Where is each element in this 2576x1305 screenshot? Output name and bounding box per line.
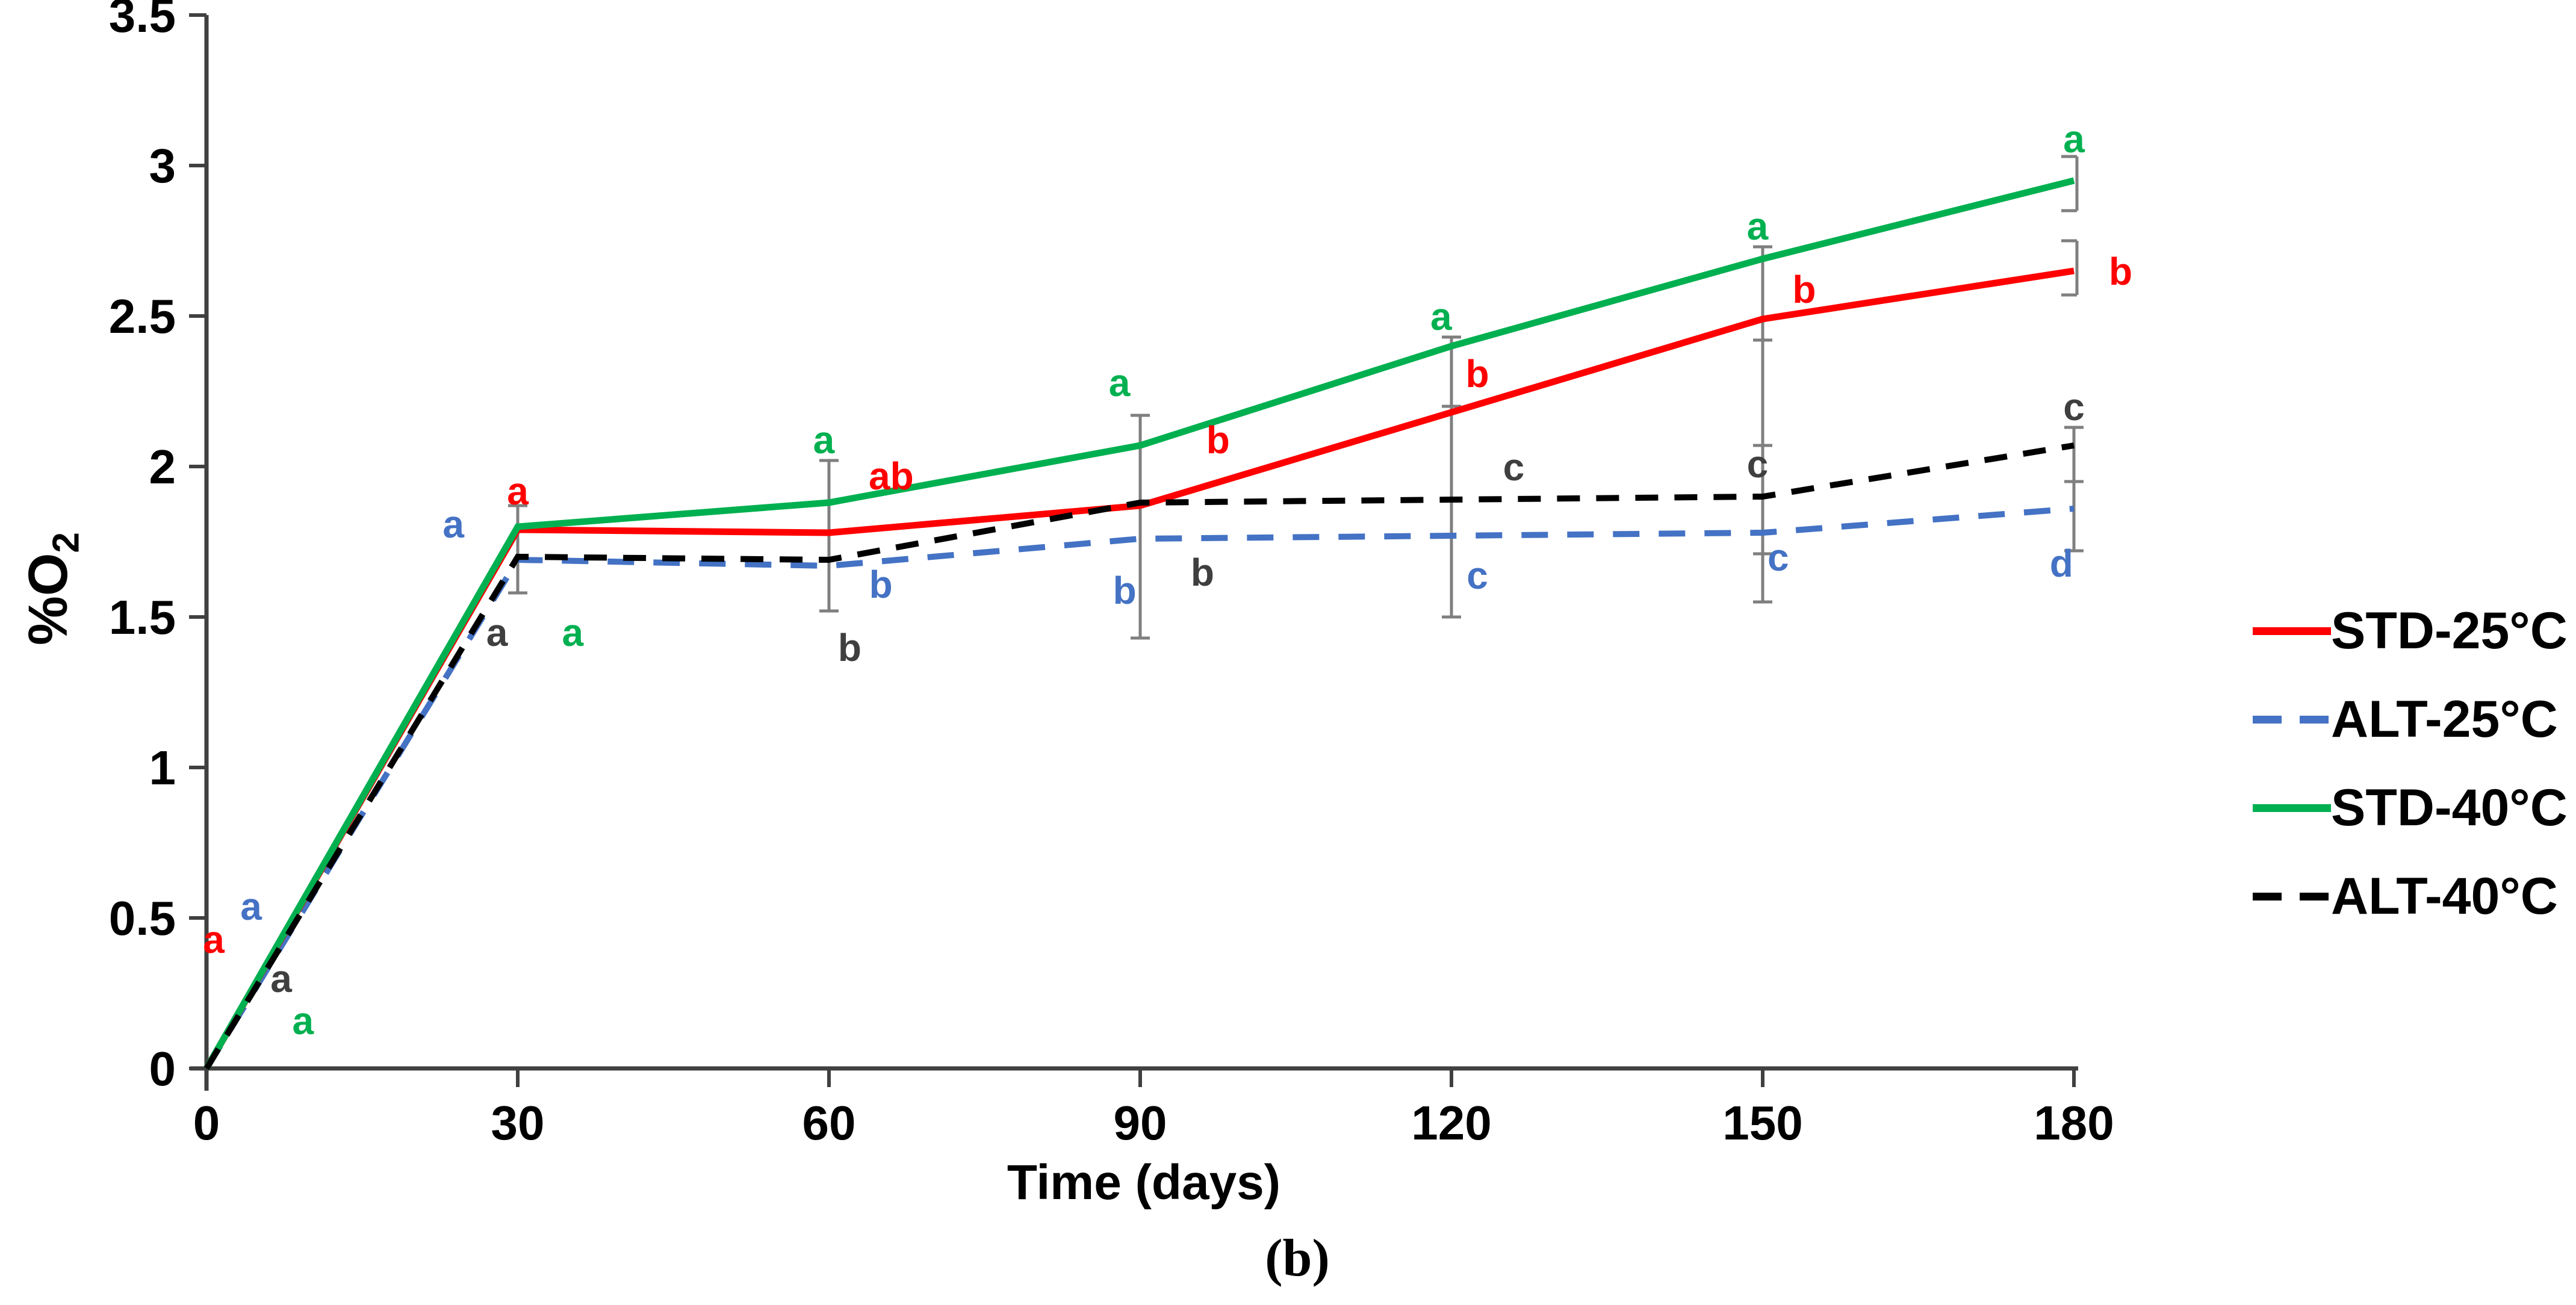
sig-letter: b — [1113, 569, 1137, 612]
sig-letter: c — [1768, 536, 1789, 579]
sig-letter: a — [562, 611, 584, 654]
sig-letter: b — [838, 626, 861, 669]
sig-letter: a — [1430, 295, 1452, 338]
y-tick-label: 1.5 — [109, 591, 176, 644]
legend-label-std-40c: STD-40°C — [2331, 778, 2568, 837]
sig-letter: a — [2063, 117, 2085, 161]
y-tick-label: 0 — [149, 1042, 176, 1096]
sig-letter: a — [507, 470, 529, 513]
series-line-alt-40-c — [203, 442, 2075, 1070]
legend-label-alt-40c: ALT-40°C — [2331, 867, 2558, 925]
x-tick-label: 120 — [1411, 1096, 1491, 1150]
legend-label-alt-25c: ALT-25°C — [2331, 690, 2558, 748]
y-tick-label: 3 — [149, 139, 176, 193]
y-tick-label: 2.5 — [109, 290, 176, 343]
y-axis-title-base: %O — [17, 553, 79, 645]
sig-letter: a — [240, 885, 262, 928]
y-tick-label: 2 — [149, 440, 176, 494]
sig-letter: b — [1191, 551, 1214, 594]
legend-item-alt-40c: ALT-40°C — [2253, 867, 2568, 925]
sig-letter: c — [1747, 442, 1769, 486]
series-line-std-25-c — [203, 267, 2075, 1070]
y-axis-title-subscript: 2 — [45, 532, 87, 553]
panel-caption: (b) — [1265, 1229, 1330, 1288]
y-tick-label: 3.5 — [109, 0, 176, 42]
sig-letter: c — [1466, 554, 1488, 597]
sig-letter: b — [1792, 268, 1816, 311]
legend-item-alt-25c: ALT-25°C — [2253, 690, 2568, 748]
legend-item-std-25c: STD-25°C — [2253, 602, 2568, 660]
legend-swatch-std-40c-line-icon — [2253, 804, 2331, 812]
sig-letter: a — [203, 918, 225, 961]
x-tick-label: 180 — [2034, 1096, 2114, 1150]
y-axis-title: %O2 — [15, 498, 87, 679]
series-line-std-40-c — [203, 177, 2075, 1070]
sig-letter: a — [1109, 361, 1131, 405]
sig-letter: b — [1206, 418, 1230, 462]
x-tick-label: 0 — [193, 1096, 220, 1150]
y-tick-label: 0.5 — [109, 891, 176, 945]
y-tick-label: 1 — [149, 741, 176, 795]
x-tick-label: 150 — [1722, 1096, 1802, 1150]
legend-swatch-std-25c-line-icon — [2253, 627, 2331, 635]
sig-letter: b — [2109, 250, 2132, 293]
sig-letter: a — [292, 999, 314, 1043]
sig-letter: a — [442, 503, 464, 546]
sig-letter: a — [813, 418, 835, 462]
sig-letter: c — [1503, 445, 1525, 489]
sig-letter: a — [486, 611, 508, 654]
x-tick-label: 90 — [1114, 1096, 1167, 1150]
sig-letter: a — [270, 957, 292, 1000]
legend: STD-25°C ALT-25°C STD-40°C ALT-40°C — [2253, 602, 2568, 925]
sig-letter: a — [1747, 205, 1769, 248]
sig-letter: ab — [869, 454, 914, 498]
legend-item-std-40c: STD-40°C — [2253, 779, 2568, 837]
legend-swatch-alt-25c-line-icon — [2253, 715, 2331, 724]
sig-letter: b — [869, 563, 893, 606]
x-axis-title: Time (days) — [1007, 1155, 1281, 1210]
legend-swatch-alt-40c-line-icon — [2253, 892, 2331, 900]
sig-letter: b — [1466, 352, 1489, 395]
sig-letter: c — [2063, 385, 2085, 429]
legend-label-std-25c: STD-25°C — [2331, 601, 2568, 660]
x-tick-label: 30 — [491, 1096, 545, 1150]
x-tick-label: 60 — [802, 1096, 856, 1150]
sig-letter: d — [2050, 542, 2073, 585]
